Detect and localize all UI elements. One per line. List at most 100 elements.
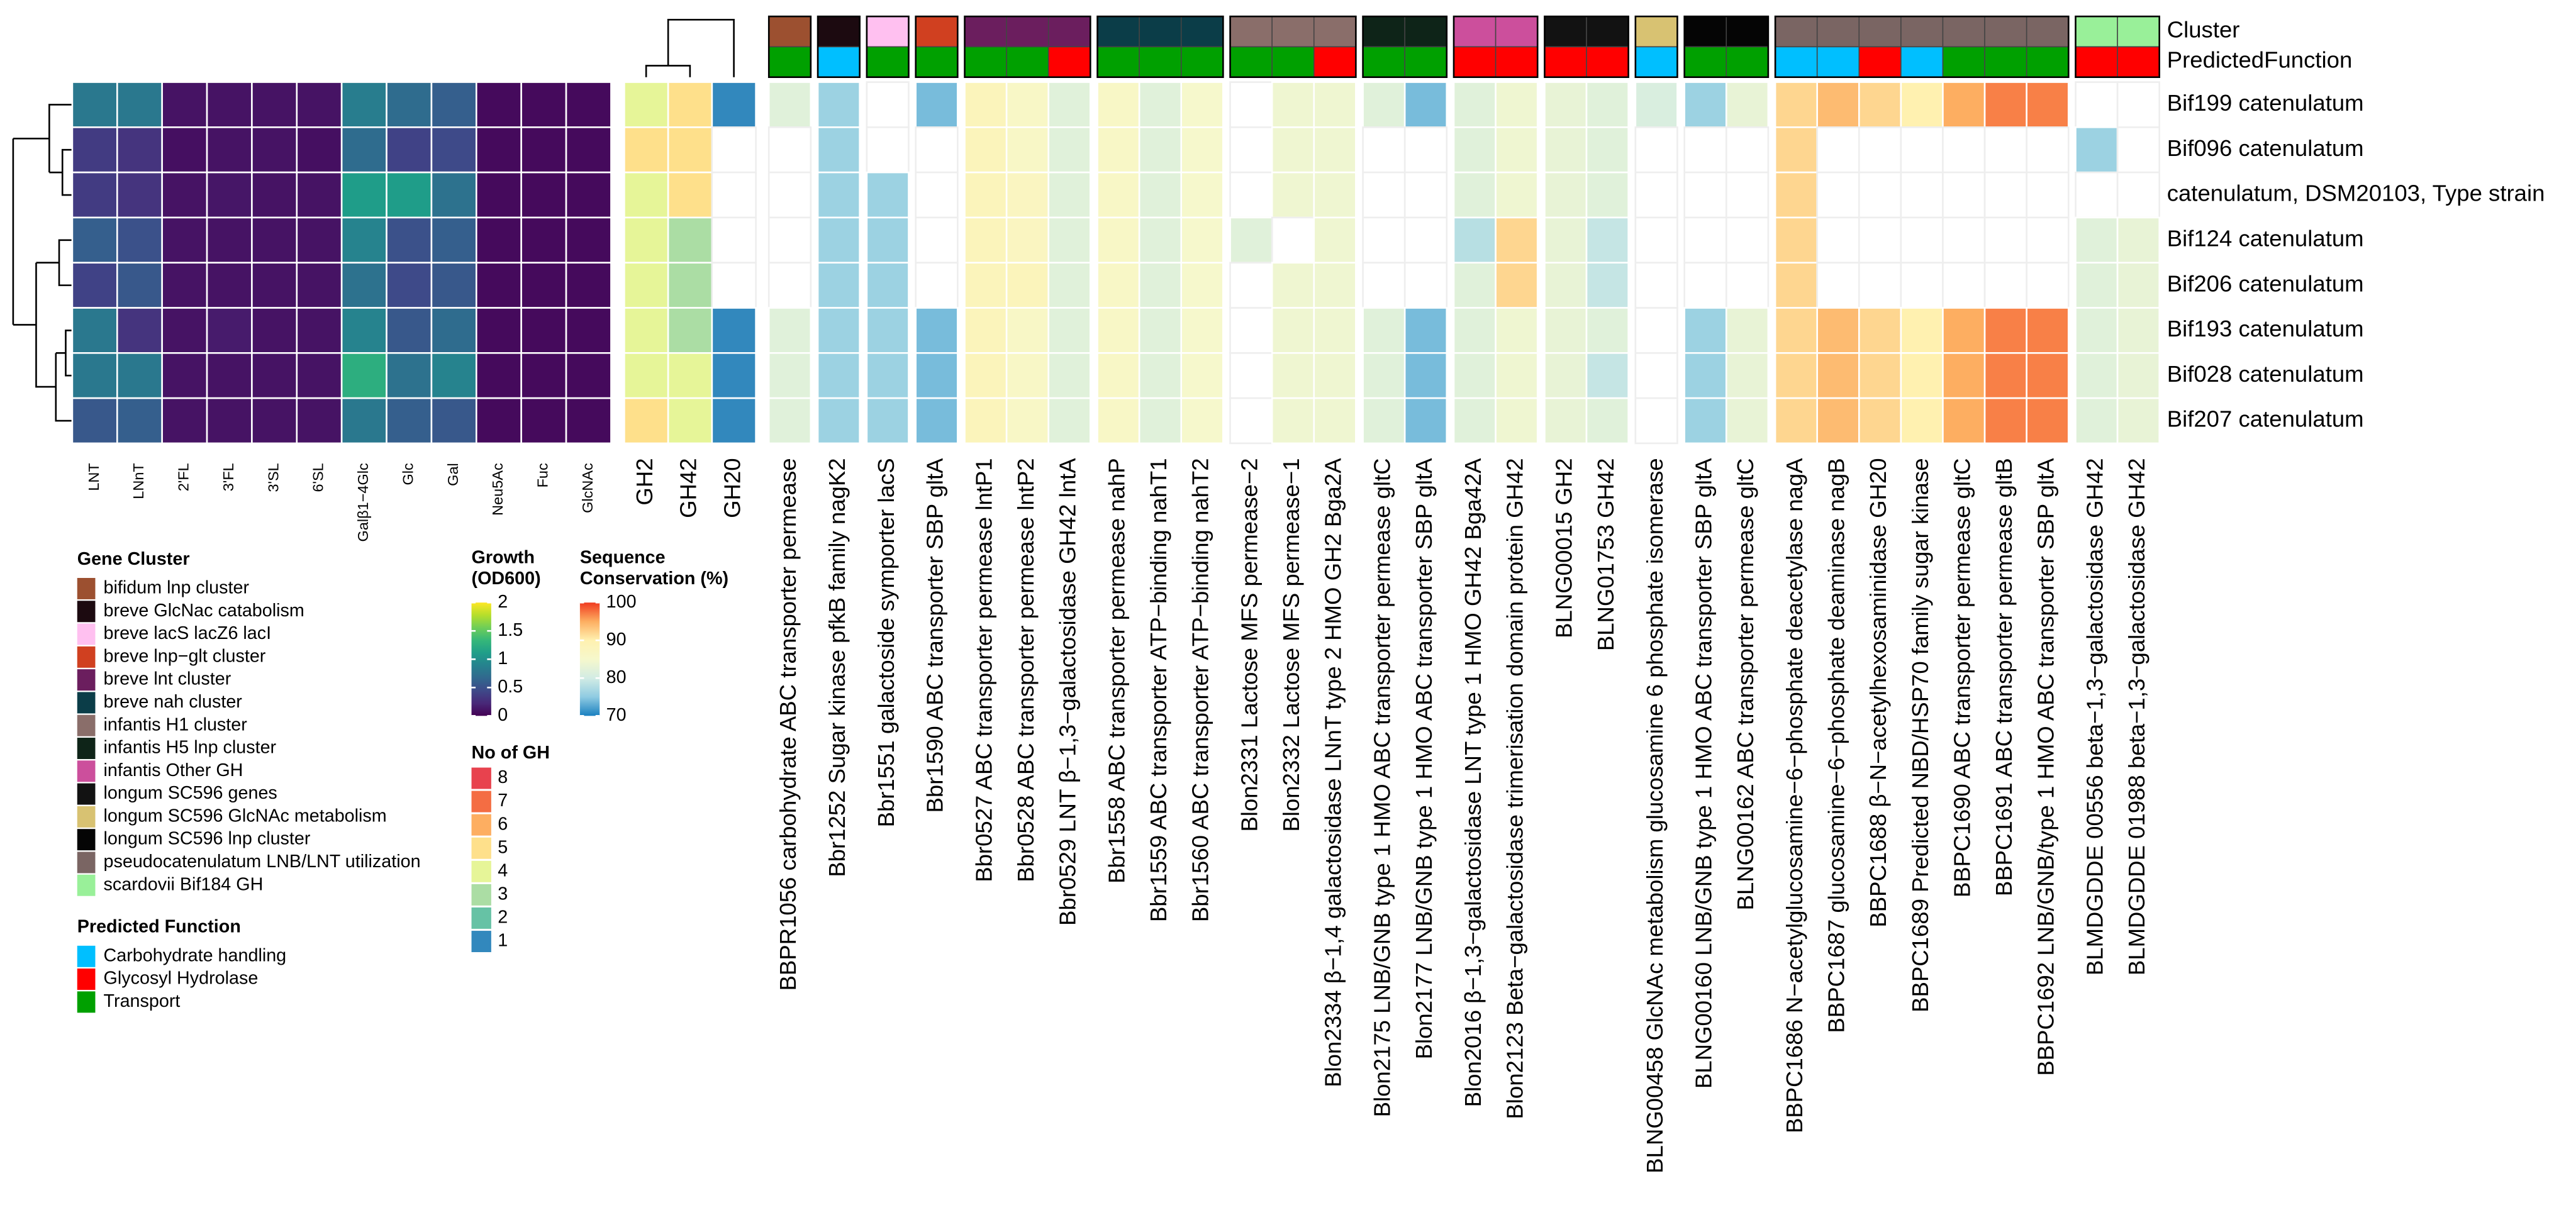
heatmap-cell xyxy=(623,397,669,445)
heatmap-cell xyxy=(1138,307,1183,354)
annotation-outline xyxy=(1683,15,1770,79)
heatmap-cell xyxy=(1005,81,1050,128)
heatmap-cell xyxy=(206,262,253,309)
column-label: Bbr1252 Sugar kinase pfkB family nagK2 xyxy=(824,458,850,877)
empty-cell xyxy=(1683,126,1727,174)
heatmap-cell xyxy=(1774,307,1819,354)
heatmap-cell xyxy=(667,307,713,354)
heatmap-cell xyxy=(206,352,253,399)
column-label: BLNG00458 GlcNAc metabolism glucosamine … xyxy=(1642,458,1668,1173)
heatmap-cell xyxy=(1858,397,1902,445)
heatmap-cell xyxy=(340,397,388,445)
colorbar-tick-label: 2 xyxy=(498,592,508,612)
legend-swatch xyxy=(77,646,96,668)
heatmap-cell xyxy=(1313,352,1357,399)
heatmap-cell xyxy=(2026,397,2070,445)
column-label: GlcNAc xyxy=(579,463,596,513)
heatmap-cell xyxy=(1774,262,1819,309)
empty-cell xyxy=(1816,262,1860,309)
function-annotation xyxy=(1544,46,1587,78)
heatmap-cell xyxy=(2026,81,2070,128)
empty-cell xyxy=(1229,397,1273,445)
heatmap-cell xyxy=(251,81,298,128)
legend-swatch xyxy=(471,907,491,929)
legend-title: Growth xyxy=(472,547,535,567)
heatmap-cell xyxy=(116,126,163,174)
heatmap-cell xyxy=(430,216,477,264)
heatmap-cell xyxy=(1271,171,1315,219)
heatmap-cell xyxy=(1096,216,1140,264)
cluster-annotation xyxy=(1900,16,1944,48)
empty-cell xyxy=(1725,171,1770,219)
heatmap-cell xyxy=(2116,216,2161,264)
heatmap-cell xyxy=(1585,307,1629,354)
column-label: Blon2016 β−1,3−galactosidase LNT type 1 … xyxy=(1460,458,1486,1107)
empty-cell xyxy=(1725,262,1770,309)
heatmap-cell xyxy=(1271,307,1315,354)
heatmap-cell xyxy=(667,216,713,264)
heatmap-cell xyxy=(2116,262,2161,309)
heatmap-cell xyxy=(767,81,812,128)
heatmap-cell xyxy=(964,352,1008,399)
function-annotation xyxy=(1006,46,1049,78)
legend-label: scardovii Bif184 GH xyxy=(104,874,264,894)
empty-cell xyxy=(1634,171,1678,219)
heatmap-cell xyxy=(1585,126,1629,174)
heatmap-cell xyxy=(667,262,713,309)
empty-cell xyxy=(2116,126,2161,174)
empty-cell xyxy=(1816,126,1860,174)
heatmap-cell xyxy=(1816,352,1860,399)
cluster-annotation xyxy=(964,16,1007,48)
cluster-annotation xyxy=(1775,16,1818,48)
heatmap-cell xyxy=(251,307,298,354)
annotation-outline xyxy=(1362,15,1448,79)
heatmap-cell xyxy=(1180,397,1224,445)
heatmap-cell xyxy=(296,262,343,309)
heatmap-cell xyxy=(161,397,208,445)
function-annotation xyxy=(1313,46,1357,78)
heatmap-cell xyxy=(1495,81,1539,128)
legend-label: Transport xyxy=(104,991,181,1011)
cluster-annotation xyxy=(817,16,861,48)
empty-cell xyxy=(1858,126,1902,174)
column-label: Blon2331 Lactose MFS permease−2 xyxy=(1237,458,1263,831)
function-annotation xyxy=(1586,46,1629,78)
heatmap-cell xyxy=(386,126,433,174)
column-label: BBPR1056 carbohydrate ABC transporter pe… xyxy=(775,458,801,990)
heatmap-cell xyxy=(915,81,959,128)
heatmap-cell xyxy=(430,397,477,445)
heatmap-cell xyxy=(386,171,433,219)
empty-cell xyxy=(1229,262,1273,309)
legend-label: infantis H1 cluster xyxy=(104,714,248,735)
heatmap-cell xyxy=(565,352,612,399)
legend-swatch xyxy=(77,991,96,1013)
empty-cell xyxy=(767,216,812,264)
heatmap-cell xyxy=(2075,262,2119,309)
heatmap-cell xyxy=(206,216,253,264)
empty-cell xyxy=(1942,216,1986,264)
legend-swatch xyxy=(471,884,491,906)
heatmap-cell xyxy=(386,397,433,445)
empty-cell xyxy=(866,126,910,174)
heatmap-cell xyxy=(1452,126,1497,174)
heatmap-cell xyxy=(866,352,910,399)
empty-cell xyxy=(1634,352,1678,399)
legend-label: longum SC596 GlcNAc metabolism xyxy=(104,806,387,826)
empty-cell xyxy=(2026,216,2070,264)
legend-label: bifidum lnp cluster xyxy=(104,578,250,598)
heatmap-cell xyxy=(667,126,713,174)
column-label: Bbr1559 ABC transporter ATP−binding nahT… xyxy=(1146,458,1171,922)
legend-swatch xyxy=(77,714,96,736)
heatmap-cell xyxy=(711,352,757,399)
heatmap-cell xyxy=(340,262,388,309)
heatmap-cell xyxy=(116,216,163,264)
heatmap-cell xyxy=(2075,126,2119,174)
annotation-outline xyxy=(1229,15,1357,79)
heatmap-cell xyxy=(1942,81,1986,128)
heatmap-cell xyxy=(2075,307,2119,354)
heatmap-cell xyxy=(667,352,713,399)
empty-cell xyxy=(1942,171,1986,219)
heatmap-cell xyxy=(1313,262,1357,309)
heatmap-cell xyxy=(1774,126,1819,174)
